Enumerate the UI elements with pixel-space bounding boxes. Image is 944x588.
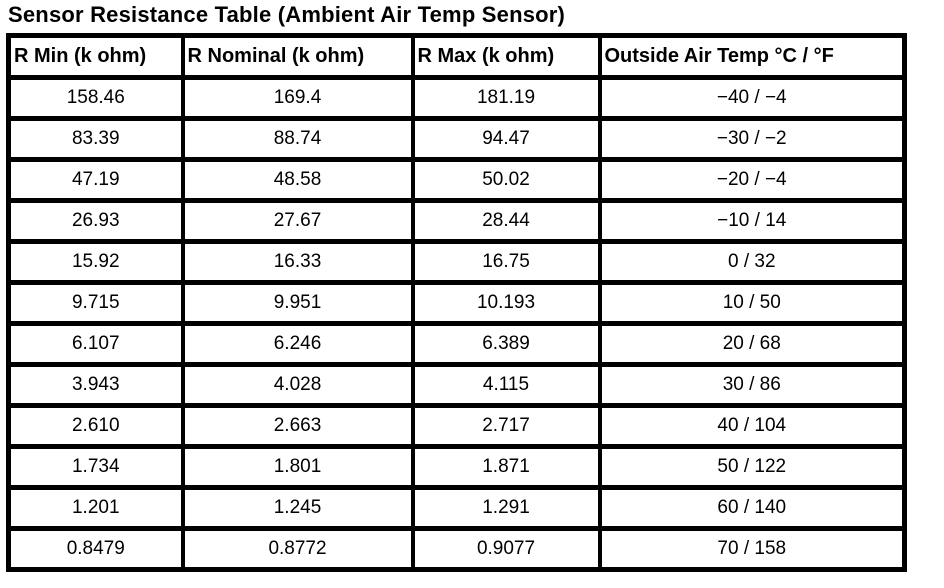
table-cell: 16.75 [410, 239, 602, 285]
table-cell: 181.19 [410, 75, 602, 121]
table-cell: 47.19 [6, 157, 185, 203]
table-cell: 0 / 32 [597, 239, 907, 285]
table-cell: 3.943 [6, 362, 185, 408]
table-row: 6.107 6.246 6.389 20 / 68 [6, 321, 907, 367]
table-cell: 60 / 140 [597, 485, 907, 531]
column-header-r-max: R Max (k ohm) [410, 33, 602, 80]
table-header-row: R Min (k ohm) R Nominal (k ohm) R Max (k… [6, 33, 907, 80]
table-cell: 83.39 [6, 116, 185, 162]
table-cell: 0.8479 [6, 526, 185, 572]
table-cell: −20 / −4 [597, 157, 907, 203]
table-cell: 1.201 [6, 485, 185, 531]
table-cell: 6.389 [410, 321, 602, 367]
table-cell: 70 / 158 [597, 526, 907, 572]
table-cell: 1.291 [410, 485, 602, 531]
table-cell: 6.246 [180, 321, 415, 367]
table-cell: 50.02 [410, 157, 602, 203]
table-cell: 4.028 [180, 362, 415, 408]
table-cell: 30 / 86 [597, 362, 907, 408]
table-header: R Min (k ohm) R Nominal (k ohm) R Max (k… [6, 33, 907, 80]
table-cell: 94.47 [410, 116, 602, 162]
table-cell: 6.107 [6, 321, 185, 367]
table-row: 9.715 9.951 10.193 10 / 50 [6, 280, 907, 326]
table-cell: 2.717 [410, 403, 602, 449]
table-cell: −30 / −2 [597, 116, 907, 162]
table-cell: 26.93 [6, 198, 185, 244]
table-cell: 9.715 [6, 280, 185, 326]
table-row: 1.734 1.801 1.871 50 / 122 [6, 444, 907, 490]
table-cell: 27.67 [180, 198, 415, 244]
table-cell: 169.4 [180, 75, 415, 121]
table-cell: 9.951 [180, 280, 415, 326]
table-body: 158.46 169.4 181.19 −40 / −4 83.39 88.74 94.47… [6, 75, 907, 572]
table-cell: 0.8772 [180, 526, 415, 572]
table-row: 83.39 88.74 94.47 −30 / −2 [6, 116, 907, 162]
table-row: 0.8479 0.8772 0.9077 70 / 158 [6, 526, 907, 572]
table-cell: 50 / 122 [597, 444, 907, 490]
table-row: 47.19 48.58 50.02 −20 / −4 [6, 157, 907, 203]
table-cell: 15.92 [6, 239, 185, 285]
table-cell: 1.801 [180, 444, 415, 490]
sensor-resistance-table: R Min (k ohm) R Nominal (k ohm) R Max (k… [6, 33, 907, 572]
table-cell: 28.44 [410, 198, 602, 244]
table-cell: 4.115 [410, 362, 602, 408]
table-cell: 88.74 [180, 116, 415, 162]
table-cell: 10.193 [410, 280, 602, 326]
table-cell: 48.58 [180, 157, 415, 203]
table-cell: 1.734 [6, 444, 185, 490]
table-row: 26.93 27.67 28.44 −10 / 14 [6, 198, 907, 244]
table-row: 158.46 169.4 181.19 −40 / −4 [6, 75, 907, 121]
table-cell: 10 / 50 [597, 280, 907, 326]
table-row: 1.201 1.245 1.291 60 / 140 [6, 485, 907, 531]
table-cell: 2.610 [6, 403, 185, 449]
table-row: 3.943 4.028 4.115 30 / 86 [6, 362, 907, 408]
page-title: Sensor Resistance Table (Ambient Air Tem… [8, 2, 566, 27]
table-cell: 16.33 [180, 239, 415, 285]
table-cell: −10 / 14 [597, 198, 907, 244]
table-cell: 0.9077 [410, 526, 602, 572]
table-row: 2.610 2.663 2.717 40 / 104 [6, 403, 907, 449]
table-cell: 40 / 104 [597, 403, 907, 449]
column-header-r-nominal: R Nominal (k ohm) [180, 33, 415, 80]
table-cell: 1.245 [180, 485, 415, 531]
table-cell: −40 / −4 [597, 75, 907, 121]
table-row: 15.92 16.33 16.75 0 / 32 [6, 239, 907, 285]
table-cell: 2.663 [180, 403, 415, 449]
table-cell: 158.46 [6, 75, 185, 121]
table-cell: 20 / 68 [597, 321, 907, 367]
table-cell: 1.871 [410, 444, 602, 490]
column-header-outside-air-temp: Outside Air Temp °C / °F [597, 33, 907, 80]
column-header-r-min: R Min (k ohm) [6, 33, 185, 80]
